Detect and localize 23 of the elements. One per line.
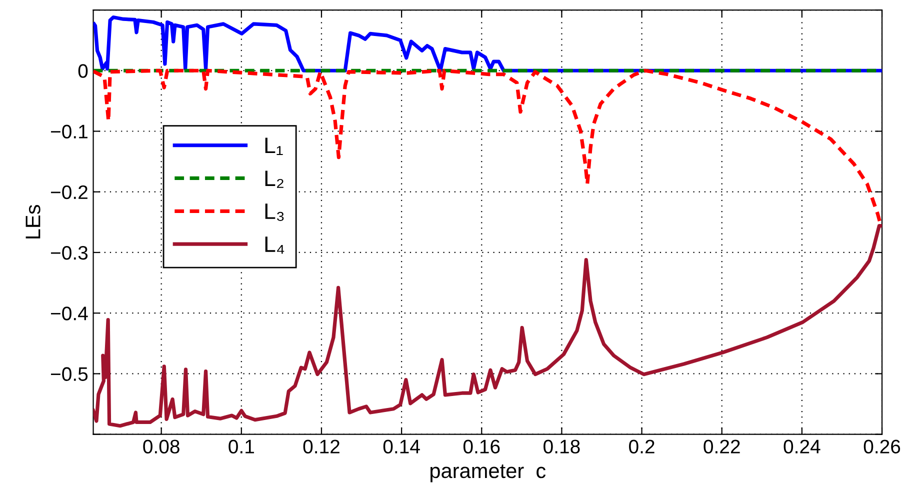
x-axis-title: parameter c [430,464,546,482]
y-tick-label: −0.5 [50,367,88,381]
x-tick-label: 0.22 [704,440,740,454]
y-tick-label: −0.2 [50,185,88,200]
legend-label: L₂ [265,170,284,188]
line-series [93,224,882,428]
x-tick-label: 0.12 [303,440,340,454]
y-tick-label: −0.3 [50,246,88,260]
y-tick-label: −0.4 [50,306,88,320]
x-tick-label: 0.1 [228,440,254,454]
x-tick-label: 0.26 [864,440,900,454]
x-tick-label: 0.18 [544,440,580,454]
x-tick-label: 0.08 [143,440,180,454]
legend-label: L₃ [265,204,284,221]
x-tick-label: 0.16 [463,440,500,454]
legend-label: L₄ [265,236,284,254]
legend-label: L₁ [265,138,283,155]
x-tick-label: 0.24 [784,440,820,454]
y-tick-label: 0 [78,64,88,78]
x-tick-label: 0.14 [383,440,420,454]
y-axis-title: LEs [26,204,40,238]
x-tick-label: 0.2 [629,440,654,454]
y-tick-label: −0.1 [50,124,88,138]
